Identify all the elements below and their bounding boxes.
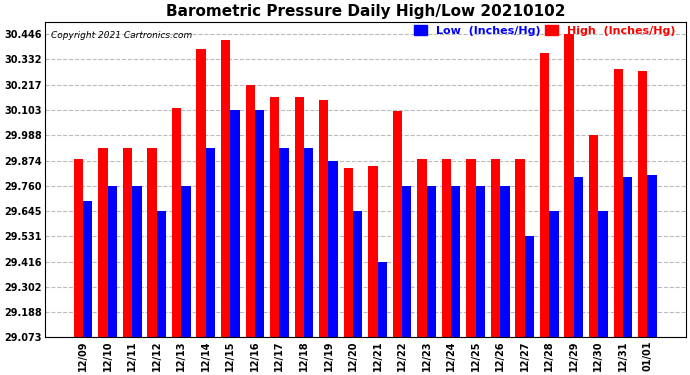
Bar <box>353 211 362 338</box>
Bar <box>172 108 181 338</box>
Bar <box>319 100 328 338</box>
Bar <box>623 177 632 338</box>
Bar <box>279 148 288 338</box>
Bar <box>475 186 485 338</box>
Bar <box>108 186 117 338</box>
Bar <box>647 175 657 338</box>
Bar <box>270 98 279 338</box>
Bar <box>466 159 475 338</box>
Bar <box>368 166 377 338</box>
Bar <box>377 262 387 338</box>
Bar <box>181 186 190 338</box>
Bar <box>564 34 574 338</box>
Bar <box>442 159 451 338</box>
Text: Copyright 2021 Cartronics.com: Copyright 2021 Cartronics.com <box>51 31 193 40</box>
Bar <box>491 159 500 338</box>
Bar <box>148 148 157 338</box>
Bar <box>304 148 313 338</box>
Bar <box>74 159 83 338</box>
Bar <box>157 211 166 338</box>
Bar <box>589 135 598 338</box>
Bar <box>197 49 206 338</box>
Bar <box>221 40 230 338</box>
Bar <box>123 148 132 338</box>
Bar <box>515 159 524 338</box>
Bar <box>402 186 411 338</box>
Bar <box>574 177 583 338</box>
Bar <box>295 98 304 338</box>
Bar <box>344 168 353 338</box>
Bar <box>83 201 92 338</box>
Bar <box>99 148 108 338</box>
Bar <box>638 71 647 338</box>
Bar <box>206 148 215 338</box>
Title: Barometric Pressure Daily High/Low 20210102: Barometric Pressure Daily High/Low 20210… <box>166 4 565 19</box>
Bar <box>451 186 460 338</box>
Bar <box>524 236 534 338</box>
Bar <box>255 110 264 338</box>
Legend: Low  (Inches/Hg), High  (Inches/Hg): Low (Inches/Hg), High (Inches/Hg) <box>409 21 680 40</box>
Bar <box>426 186 436 338</box>
Bar <box>328 162 338 338</box>
Bar <box>132 186 141 338</box>
Bar <box>246 85 255 338</box>
Bar <box>549 211 559 338</box>
Bar <box>230 110 239 338</box>
Bar <box>598 211 608 338</box>
Bar <box>540 53 549 338</box>
Bar <box>417 159 426 338</box>
Bar <box>613 69 623 338</box>
Bar <box>393 111 402 338</box>
Bar <box>500 186 509 338</box>
